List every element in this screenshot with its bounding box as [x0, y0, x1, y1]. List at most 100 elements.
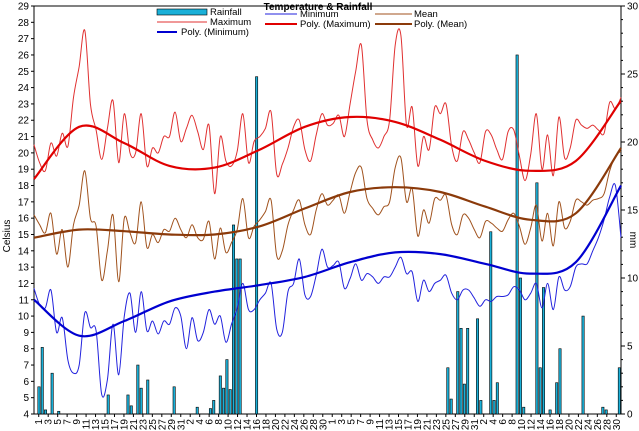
- x-tick-label: 29: [167, 419, 178, 431]
- series-lines: [33, 28, 622, 398]
- chart-title: Temperature & Rainfall: [264, 2, 373, 13]
- y-left-tick-label: 25: [18, 67, 30, 78]
- y-left-tick-label: 6: [23, 377, 29, 388]
- x-tick-label: 23: [432, 419, 443, 431]
- legend-label-maximum: Maximum: [210, 17, 251, 28]
- x-tick-label: 28: [309, 419, 320, 431]
- x-tick-label: 3: [337, 419, 348, 425]
- legend-label-poly-mean: Poly. (Mean): [414, 19, 467, 30]
- x-tick-label: 26: [299, 419, 310, 431]
- x-tick-label: 20: [271, 419, 282, 431]
- x-tick-label: 16: [252, 419, 263, 431]
- x-tick-label: 1: [34, 419, 45, 425]
- x-tick-label: 5: [347, 419, 358, 425]
- rainfall-bar: [129, 405, 133, 415]
- x-tick-label: 14: [536, 419, 547, 431]
- x-tick-label: 15: [101, 419, 112, 431]
- rainfall-bar: [459, 328, 463, 415]
- rainfall-bar: [462, 383, 466, 415]
- x-tick-label: 25: [441, 419, 452, 431]
- y-right-tick-label: 0: [627, 410, 633, 421]
- x-tick-label: 7: [356, 419, 367, 425]
- y-left-tick-label: 9: [23, 328, 29, 339]
- legend-label-rainfall: Rainfall: [210, 7, 242, 18]
- y-left-tick-label: 17: [18, 197, 30, 208]
- rainfall-bar: [555, 382, 559, 415]
- legend: Rainfall Minimum Mean Maximum Poly. (Max…: [156, 7, 467, 38]
- rainfall-bar: [195, 406, 199, 415]
- rainfall-bar: [44, 409, 47, 415]
- rainfall-bars: [37, 54, 621, 415]
- rainfall-bar: [538, 367, 542, 415]
- rainfall-bar: [40, 347, 44, 415]
- y-left-tick-label: 23: [18, 99, 30, 110]
- x-tick-label: 30: [318, 419, 329, 431]
- x-tick-label: 17: [403, 419, 414, 431]
- x-tick-label: 1: [328, 419, 339, 425]
- y-left-tick-label: 28: [18, 18, 30, 29]
- y-left-tick-label: 16: [18, 214, 30, 225]
- rainfall-bar: [601, 406, 605, 415]
- x-tick-label: 24: [583, 419, 594, 431]
- legend-label-minimum: Minimum: [300, 9, 339, 20]
- x-tick-label: 17: [110, 419, 121, 431]
- rainfall-bar: [495, 382, 499, 415]
- legend-swatch-rainfall: [156, 8, 208, 16]
- rainfall-bar: [617, 367, 621, 415]
- rainfall-bar: [218, 375, 222, 415]
- x-tick-label: 24: [290, 419, 301, 431]
- x-tick-label: 11: [375, 419, 386, 430]
- mean-line: [33, 150, 622, 283]
- rainfall-bar: [208, 408, 212, 415]
- axes-layer: 4567891011121314151617181920212223242526…: [18, 2, 639, 431]
- y-right-tick-label: 10: [627, 274, 639, 285]
- minimum-line: [33, 183, 622, 398]
- x-tick-label: 10: [224, 419, 235, 431]
- x-tick-label: 14: [243, 419, 254, 431]
- x-tick-label: 13: [91, 419, 102, 431]
- y-right-tick-label: 5: [627, 342, 633, 353]
- y-axis-right-title: mm: [627, 232, 638, 249]
- rainfall-bar: [50, 372, 54, 415]
- x-tick-label: 21: [129, 419, 140, 431]
- rainfall-bar: [466, 328, 470, 415]
- x-tick-label: 21: [422, 419, 433, 431]
- rainfall-bar: [57, 410, 61, 415]
- y-right-tick-label: 30: [627, 2, 639, 13]
- x-tick-label: 18: [555, 419, 566, 431]
- y-left-tick-label: 18: [18, 181, 30, 192]
- y-right-tick-label: 25: [627, 70, 639, 81]
- x-tick-label: 28: [602, 419, 613, 431]
- rainfall-bar: [522, 406, 526, 415]
- rainfall-bar: [581, 315, 585, 415]
- rainfall-bar: [225, 359, 229, 415]
- y-left-tick-label: 22: [18, 116, 30, 127]
- x-tick-label: 27: [451, 419, 462, 431]
- y-right-tick-label: 15: [627, 206, 639, 217]
- rainfall-bar: [37, 386, 41, 415]
- y-left-tick-label: 26: [18, 50, 30, 61]
- x-tick-label: 16: [545, 419, 556, 431]
- rainfall-bar: [172, 386, 176, 415]
- x-tick-label: 22: [574, 419, 585, 431]
- rainfall-bar: [222, 387, 226, 415]
- x-tick-label: 3: [44, 419, 55, 425]
- x-tick-label: 6: [205, 419, 216, 425]
- x-tick-label: 7: [63, 419, 74, 425]
- poly-minimum-line: [33, 184, 622, 338]
- x-tick-label: 4: [489, 419, 500, 425]
- poly-maximum-line: [33, 100, 622, 180]
- x-tick-label: 12: [233, 419, 244, 431]
- rainfall-bar: [446, 367, 450, 415]
- x-tick-label: 29: [460, 419, 471, 431]
- y-left-tick-label: 24: [18, 83, 30, 94]
- rainfall-bar: [255, 76, 259, 415]
- rainfall-bar: [515, 54, 519, 415]
- y-left-tick-label: 12: [18, 279, 30, 290]
- x-tick-label: 2: [479, 419, 490, 425]
- y-left-tick-label: 14: [18, 246, 30, 257]
- rainfall-bar: [212, 400, 216, 415]
- y-left-tick-label: 19: [18, 165, 30, 176]
